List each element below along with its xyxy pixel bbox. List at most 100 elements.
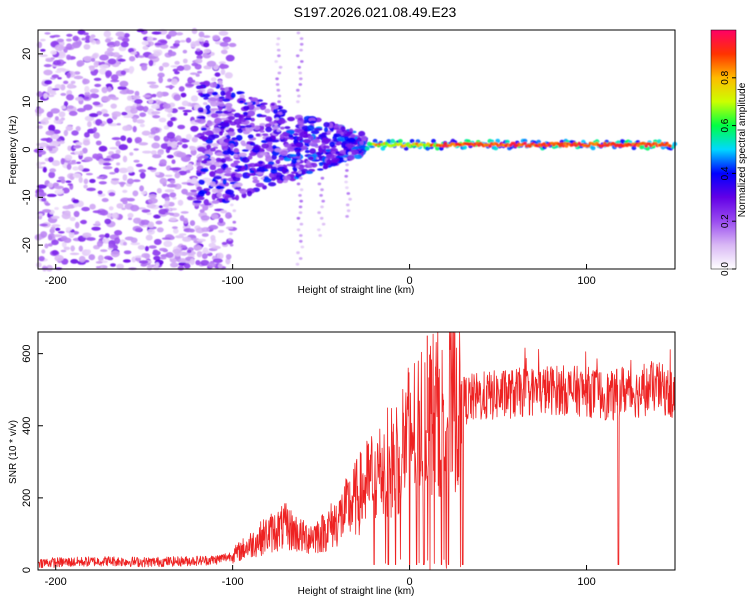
heatmap-cell [274, 123, 279, 126]
heatmap-cell [243, 112, 248, 117]
heatmap-cell [277, 54, 281, 58]
heatmap-cell [44, 79, 53, 85]
heatmap-cell [171, 226, 178, 229]
heatmap-cell [233, 182, 243, 187]
heatmap-cell [122, 241, 128, 246]
heatmap-cell [296, 182, 301, 186]
heatmap-cell [241, 149, 249, 152]
heatmap-cell [234, 169, 241, 173]
heatmap-cell [111, 212, 118, 219]
heatmap-cell [172, 228, 179, 234]
heatmap-cell [43, 93, 48, 99]
heatmap-cell [244, 117, 252, 121]
heatmap-cell [284, 126, 291, 130]
colorbar-tick-label: 0.6 [720, 118, 731, 132]
heatmap-cell [294, 148, 301, 153]
heatmap-cell [239, 188, 247, 194]
heatmap-cell [161, 237, 171, 240]
heatmap-cell [195, 73, 200, 77]
heatmap-cell [78, 176, 83, 184]
heatmap-cell [220, 68, 226, 76]
heatmap-cell [50, 226, 56, 230]
heatmap-cell [88, 254, 96, 261]
heatmap-cell [170, 78, 178, 85]
heatmap-cell [104, 233, 110, 239]
heatmap-cell [142, 45, 149, 51]
heatmap-cell [210, 108, 220, 111]
heatmap-cell [82, 32, 89, 36]
heatmap-cell [276, 48, 281, 52]
heatmap-cell [132, 95, 141, 100]
heatmap-cell [333, 125, 340, 129]
heatmap-cell [297, 65, 302, 69]
snr-y-tick-label: 400 [21, 417, 33, 435]
heatmap-cell [273, 108, 278, 114]
heatmap-cell [138, 260, 149, 264]
heatmap-cell [228, 238, 232, 241]
heatmap-cell [179, 258, 186, 263]
heatmap-cell [176, 141, 183, 145]
heatmap-cell [296, 136, 304, 142]
heatmap-cell [197, 70, 202, 74]
heatmap-cell [113, 40, 121, 47]
heatmap-cell [134, 136, 142, 144]
heatmap-cell [199, 209, 205, 213]
heatmap-cell [158, 65, 164, 72]
heatmap-cell [83, 156, 93, 162]
heatmap-cell [89, 93, 98, 99]
heatmap-cell [212, 127, 221, 134]
heatmap-cell [246, 173, 253, 176]
heatmap-cell [186, 249, 192, 254]
heatmap-cell [223, 119, 233, 123]
heatmap-cell [51, 142, 60, 146]
heatmap-cell [204, 202, 212, 206]
heatmap-cell [298, 211, 303, 215]
heatmap-cell [122, 189, 128, 194]
heatmap-cell [196, 238, 206, 242]
heatmap-cell [153, 135, 161, 142]
heatmap-cell [169, 217, 177, 222]
heatmap-x-label: Height of straight line (km) [298, 285, 415, 296]
heatmap-cell [299, 37, 304, 40]
heatmap-cell [65, 94, 75, 101]
heatmap-cell [299, 234, 303, 237]
heatmap-cell [74, 96, 84, 101]
heatmap-cell [52, 129, 61, 135]
heatmap-cell [100, 61, 106, 65]
heatmap-cell [210, 113, 219, 119]
heatmap-cell [256, 168, 266, 173]
heatmap-cell [147, 167, 157, 171]
heatmap-cell [102, 165, 113, 170]
heatmap-cell [276, 88, 281, 92]
heatmap-cell [152, 154, 162, 159]
heatmap-cell [222, 178, 227, 185]
heatmap-cell [40, 118, 49, 126]
heatmap-cell [82, 147, 88, 154]
heatmap-cell [78, 164, 84, 171]
heatmap-cell [209, 171, 216, 177]
heatmap-cell [215, 152, 225, 156]
heatmap-cell [101, 86, 108, 94]
heatmap-cell [94, 220, 101, 225]
heatmap-cell [139, 172, 146, 179]
heatmap-cell [345, 163, 349, 167]
heatmap-cell [162, 62, 170, 68]
heatmap-cell [155, 262, 160, 267]
heatmap-cell [337, 136, 344, 142]
heatmap-cell [249, 142, 256, 146]
heatmap-cell [122, 199, 128, 205]
heatmap-cell [151, 111, 161, 115]
heatmap-cell [46, 94, 55, 98]
heatmap-cell [247, 134, 254, 139]
heatmap-cell [348, 197, 352, 201]
heatmap-cell [44, 202, 51, 206]
heatmap-cell [223, 138, 230, 144]
heatmap-cell [319, 162, 324, 167]
heatmap-cell [168, 30, 177, 37]
heatmap-cell [178, 170, 187, 176]
heatmap-cell [73, 202, 79, 208]
heatmap-cell [318, 147, 323, 154]
heatmap-cell [179, 166, 189, 171]
heatmap-cell [337, 157, 346, 163]
heatmap-cell [189, 72, 198, 75]
